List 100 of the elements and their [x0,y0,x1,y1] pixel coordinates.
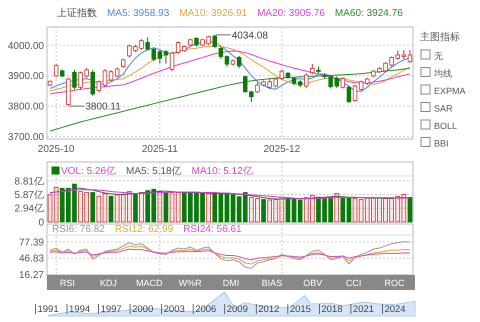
bar [90,192,96,222]
candlestick [340,76,346,89]
candlestick [346,86,352,103]
text: MA5: 3958.93 [107,8,170,19]
candlestick [194,36,199,47]
bar [108,196,114,222]
line-series [50,248,410,260]
text: 均线 [433,68,452,78]
bar [280,196,284,222]
text: CCI [346,278,362,288]
text: 无 [434,51,443,61]
bar [304,197,309,222]
bar [364,197,370,222]
text: 主图指标 [420,31,460,43]
x-tick-label: 2024 [384,304,406,315]
x-tick-label: 1991 [37,304,59,315]
x-tick-label: 2012 [258,304,280,315]
bar [120,194,126,222]
y-tick-label: 77.39 [18,238,44,248]
series-label: RSI6: 76.82 [52,224,106,235]
text: BOLL [434,121,458,131]
candlestick [236,55,242,69]
candlestick [121,58,126,68]
candlestick [170,51,174,72]
bar [371,197,376,222]
bar [54,186,58,222]
bar [164,192,168,222]
x-tick-label: 2025-12 [264,144,301,155]
text: BIAS [262,278,282,288]
bar [176,192,180,222]
bar [139,192,144,222]
y-tick-label: 16.27 [18,270,44,281]
candlestick [72,69,77,90]
bar [261,199,266,222]
bar [273,199,278,222]
text: OBV [303,278,322,288]
text: ROC [384,278,406,288]
bar [389,198,394,222]
x-tick-label: 2018 [321,304,343,315]
bar [334,193,340,222]
text: RSI [60,278,75,288]
text: DMI [222,278,240,288]
series-label: MA5: 5.18亿 [126,166,182,177]
bar [395,196,400,222]
bar [377,197,382,222]
bar [358,199,364,222]
series-label: RSI12: 62.99 [114,224,174,235]
y-tick-label: 4000.00 [8,40,44,52]
candlestick [212,34,217,49]
x-tick-label: 2009 [226,304,248,315]
chart-title: 上证指数 [57,7,97,19]
line-series [50,68,410,132]
y-tick-label: 2.94亿 [14,204,44,215]
annotation: 3800.11 [85,102,122,113]
bar [48,194,52,222]
x-tick-label: 2003 [164,304,185,315]
bar [267,200,272,222]
line-series [50,241,410,269]
text: SAR [434,104,454,114]
candlestick [139,38,144,50]
candlestick [54,64,58,78]
bar [78,191,83,222]
y-tick-label: 8.81亿 [14,176,44,188]
x-tick-label: 2025-10 [38,144,75,155]
bar [408,196,412,222]
bar [249,197,254,222]
bar [383,198,388,222]
y-tick-label: 3700.00 [8,132,44,144]
candlestick [304,72,308,88]
x-tick-label: 2000 [132,304,154,315]
text: W%R [178,278,202,288]
y-tick-label: 3900.00 [8,71,44,82]
bar [352,198,358,222]
x-tick-label: 1997 [100,304,122,315]
y-tick-label: 0 [38,218,44,228]
legend-label: VOL: 5.26亿 [61,166,116,177]
x-tick-label: 1994 [69,304,90,315]
text: MA10: 3926.91 [179,8,248,19]
bar [96,196,102,222]
bar [114,194,120,222]
bar [255,198,260,222]
series-label: MA10: 5.12亿 [192,166,253,177]
bar [310,194,315,222]
text: BBI [434,138,449,148]
bar [133,194,138,222]
y-tick-label: 46.83 [18,254,44,265]
x-tick-label: 2015 [290,304,311,315]
line-series [50,245,410,264]
x-tick-label: 2021 [352,304,374,315]
bar [170,192,174,222]
candlestick [255,82,260,94]
y-tick-label: 5.87亿 [14,190,44,202]
annotation: 4034.08 [232,30,268,42]
text: MA60: 3924.76 [334,8,404,19]
y-tick-label: 3800.00 [8,102,44,113]
x-tick-label: 2025-11 [142,144,178,155]
text: MACD [136,278,163,288]
text: EXPMA [434,86,466,96]
bar [158,191,162,222]
bar [84,192,89,222]
